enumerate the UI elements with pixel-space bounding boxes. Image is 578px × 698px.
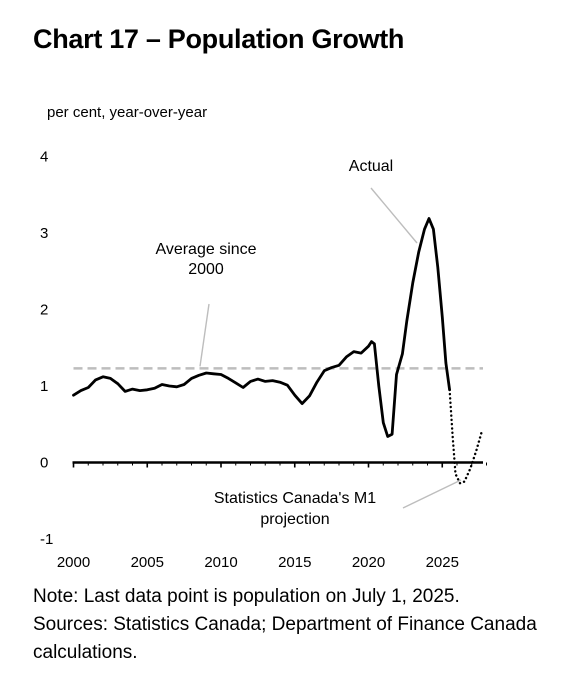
actual-label: Actual (349, 158, 393, 175)
y-tick-label: -1 (40, 531, 53, 548)
series-layer (72, 217, 484, 485)
projection-label: projection (260, 511, 329, 528)
projection-series-line (448, 388, 484, 485)
average-leader-line (199, 303, 210, 367)
projection-leader-line (402, 479, 462, 509)
annotations: Average since 2000 Actual Statistics Canada… (155, 158, 462, 528)
y-tick-labels: 4 3 2 1 0 -1 (40, 149, 53, 549)
sources-text: Sources: Statistics Canada; Department o… (33, 614, 537, 663)
line-chart: 4 3 2 1 0 -1 2000 2005 2010 2015 2020 2025 Average… (40, 149, 487, 571)
y-tick-label: 0 (40, 455, 48, 472)
y-tick-label: 1 (40, 378, 48, 395)
chart-title: Chart 17 – Population Growth (33, 24, 405, 54)
x-tick-label: 2000 (57, 554, 90, 571)
y-tick-label: 3 (40, 225, 48, 242)
average-label: 2000 (188, 261, 224, 278)
x-tick-label: 2015 (278, 554, 311, 571)
actual-series-line (72, 217, 451, 438)
projection-label: Statistics Canada's M1 (214, 490, 376, 507)
x-tick-labels: 2000 2005 2010 2015 2020 2025 (57, 554, 459, 571)
y-tick-label: 2 (40, 302, 48, 319)
y-axis-label: per cent, year-over-year (47, 104, 208, 121)
chart-notes: Note: Last data point is population on J… (33, 583, 573, 667)
y-tick-label: 4 (40, 149, 48, 166)
note-text: Note: Last data point is population on J… (33, 586, 460, 607)
average-label: Average since (155, 241, 256, 258)
x-tick-label: 2020 (352, 554, 385, 571)
x-tick-label: 2025 (426, 554, 459, 571)
x-tick-label: 2010 (204, 554, 237, 571)
actual-leader-line (370, 187, 418, 244)
x-tick-marks (72, 462, 487, 468)
x-tick-label: 2005 (131, 554, 164, 571)
